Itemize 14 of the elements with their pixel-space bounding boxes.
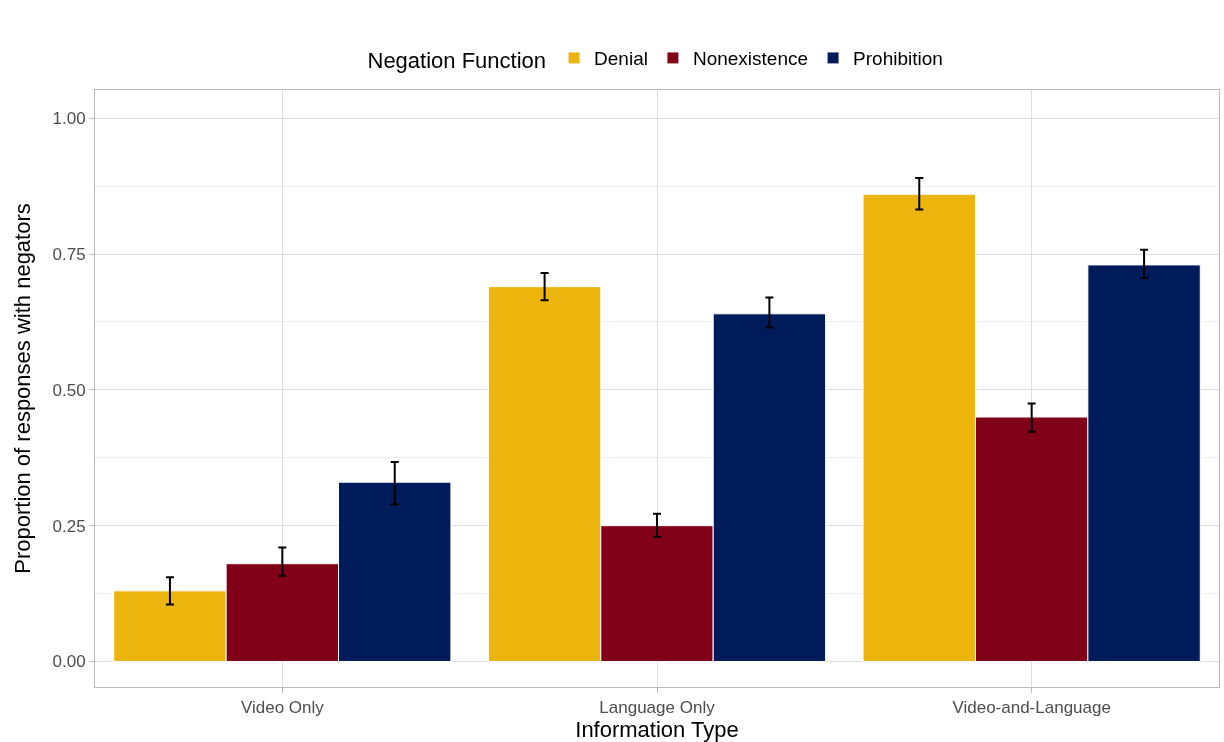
y-tick-label: 0.00 (52, 652, 86, 672)
legend-label: Denial (594, 48, 648, 70)
y-tick-label: 1.00 (52, 109, 86, 129)
y-tick-label: 0.75 (52, 245, 86, 264)
legend-title: Negation Function (367, 47, 547, 73)
legend-label: Nonexistence (692, 48, 809, 70)
legend-label: Prohibition (853, 48, 943, 70)
x-tick-label: Language Only (599, 698, 716, 718)
y-tick-label: 0.25 (52, 516, 86, 536)
y-axis-title: Proportion of responses with negators (10, 203, 36, 574)
x-tick-label: Video Only (240, 698, 325, 718)
x-tick-label: Video-and-Language (952, 698, 1111, 718)
x-axis-title: Information Type (575, 717, 739, 742)
y-tick-label: 0.50 (52, 380, 86, 400)
